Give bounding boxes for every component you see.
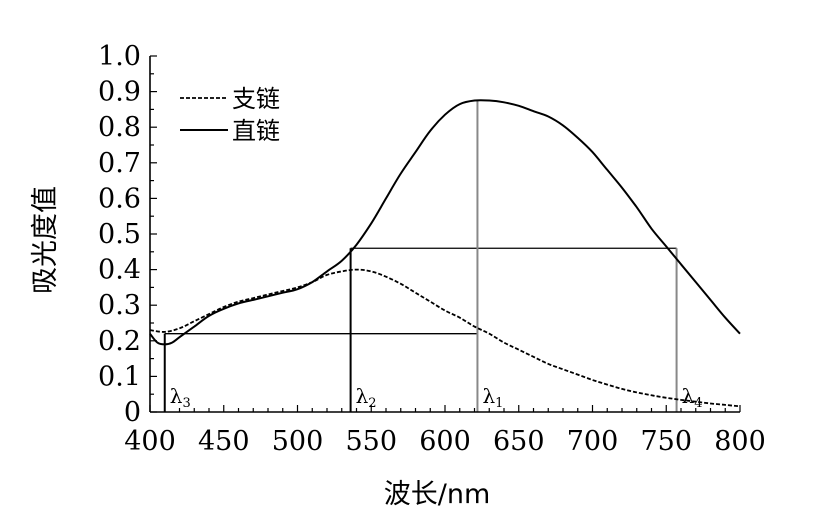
- y-tick-label: 0.2: [98, 326, 141, 357]
- x-tick-label: 450: [198, 426, 250, 457]
- x-tick-label: 550: [345, 426, 397, 457]
- y-axis-title: 吸光度值: [30, 186, 61, 294]
- series-layer: [149, 99, 741, 408]
- wavelength-label: λ3: [170, 384, 191, 411]
- x-axis-title: 波长/nm: [384, 479, 491, 510]
- wavelength-label: λ1: [482, 384, 503, 411]
- wavelength-label: λ4: [682, 384, 703, 411]
- legend-label: 支链: [232, 85, 280, 113]
- legend-label: 直链: [232, 117, 280, 145]
- x-tick-label: 400: [124, 426, 176, 457]
- series-branched-line: [149, 268, 741, 408]
- y-tick-label: 0.3: [98, 290, 141, 321]
- y-tick-label: 1.0: [98, 41, 141, 72]
- x-tick-label: 500: [272, 426, 324, 457]
- series-linear-line: [149, 99, 741, 346]
- x-tick-label: 800: [714, 426, 766, 457]
- y-tick-label: 0.9: [98, 77, 141, 108]
- labels: 400 450 500 550 600 650 700 750 800 0 0.1 0.2 0.3 0.4…: [30, 41, 766, 510]
- y-tick-label: 0.4: [98, 255, 141, 286]
- axes: [149, 55, 741, 413]
- reference-lines: [163, 100, 678, 412]
- x-tick-label: 650: [493, 426, 545, 457]
- x-tick-label: 700: [567, 426, 619, 457]
- x-tick-label: 600: [419, 426, 471, 457]
- y-tick-label: 0.6: [98, 183, 141, 214]
- y-tick-label: 0: [124, 397, 141, 428]
- y-tick-label: 0.8: [98, 112, 141, 143]
- y-tick-label: 0.1: [98, 361, 141, 392]
- x-tick-label: 750: [640, 426, 692, 457]
- y-tick-label: 0.7: [98, 148, 141, 179]
- wavelength-label: λ2: [356, 384, 377, 411]
- y-tick-label: 0.5: [98, 219, 141, 250]
